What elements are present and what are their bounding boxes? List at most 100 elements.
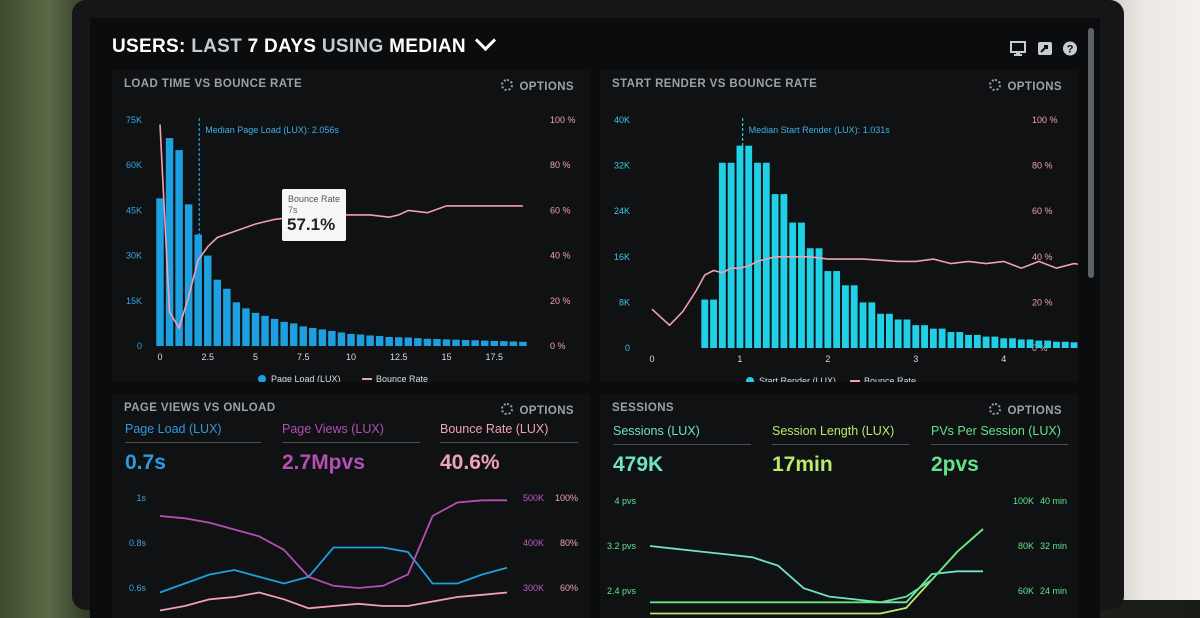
chart-bar xyxy=(375,336,384,346)
dashboard-header: USERS: LAST 7 DAYS USING MEDIAN ? xyxy=(90,18,1100,70)
panel-title: PAGE VIEWS VS ONLOAD xyxy=(124,402,276,414)
y-tick-label: 0.6s xyxy=(129,583,147,593)
y3-tick-label: 24 min xyxy=(1040,586,1067,596)
y2-tick-label: 80 % xyxy=(550,160,571,170)
chart-bar xyxy=(710,299,717,348)
x-tick-label: 7.5 xyxy=(297,352,310,362)
chart-bar xyxy=(289,323,298,346)
metric-page-views[interactable]: Page Views (LUX) 2.7Mpvs xyxy=(282,422,420,475)
chart-bar xyxy=(1061,341,1069,348)
metric-bounce-rate[interactable]: Bounce Rate (LUX) 40.6% xyxy=(440,422,578,475)
chart-bar xyxy=(165,138,174,346)
metric-pvs-per-session[interactable]: PVs Per Session (LUX) 2pvs xyxy=(931,424,1068,477)
metric-page-load[interactable]: Page Load (LUX) 0.7s xyxy=(125,422,261,475)
chart-bar xyxy=(1035,340,1043,348)
y-tick-label: 0 xyxy=(137,341,142,351)
chart-bar xyxy=(442,339,451,346)
chart-bar xyxy=(519,341,527,346)
y3-tick-label: 100% xyxy=(555,493,578,503)
metric-session-length[interactable]: Session Length (LUX) 17min xyxy=(772,424,910,477)
panel-load-time: LOAD TIME VS BOUNCE RATE OPTIONS 75K 60K 4… xyxy=(112,70,590,382)
share-icon[interactable] xyxy=(1037,41,1053,56)
x-tick-label: 4 xyxy=(1001,354,1006,364)
chart-bar xyxy=(414,338,422,346)
y-tick-label: 2.4 pvs xyxy=(607,586,637,596)
chart-bar xyxy=(480,340,489,346)
chevron-down-icon[interactable] xyxy=(474,29,496,52)
metric-value: 17min xyxy=(772,453,833,476)
options-button[interactable]: OPTIONS xyxy=(989,78,1062,93)
metric-label: Page Load (LUX) xyxy=(125,422,261,443)
chart-bar xyxy=(894,319,902,348)
chart-bar xyxy=(718,162,726,348)
chart-bar xyxy=(745,145,753,348)
series-line xyxy=(650,528,984,604)
chart-bar xyxy=(991,336,999,348)
metric-value: 40.6% xyxy=(440,451,500,474)
monitor-icon[interactable] xyxy=(1010,41,1026,56)
title-users: USERS: xyxy=(112,36,186,57)
y2-tick-label: 500K xyxy=(523,493,544,503)
chart-bar xyxy=(921,325,928,348)
chart-bar xyxy=(299,326,307,346)
y-tick-label: 40K xyxy=(614,115,630,125)
chart-bar xyxy=(727,162,735,348)
y2-tick-label: 100 % xyxy=(550,115,576,125)
panel-title: SESSIONS xyxy=(612,402,674,414)
chart-bar xyxy=(318,329,327,346)
chart-bar xyxy=(404,337,413,346)
y-tick-label: 8K xyxy=(619,297,630,307)
title-last: LAST xyxy=(191,36,242,57)
chart-bar xyxy=(903,319,911,348)
panel-page-views: PAGE VIEWS VS ONLOAD OPTIONS Page Load (… xyxy=(112,394,590,618)
tooltip-x: 7s xyxy=(288,205,298,215)
chart-bar xyxy=(929,328,937,348)
series-line xyxy=(159,499,507,589)
chart-bar xyxy=(251,312,260,346)
chart-bar xyxy=(859,302,867,348)
chart-bar xyxy=(806,248,814,348)
metric-sessions[interactable]: Sessions (LUX) 479K xyxy=(613,424,751,477)
chart-bar xyxy=(780,194,788,348)
options-button[interactable]: OPTIONS xyxy=(501,402,574,417)
chart-bar xyxy=(261,315,269,346)
sessions-chart: 4 pvs 3.2 pvs 2.4 pvs 100K 80K 60K 40 min 32 mi… xyxy=(607,496,1067,615)
metric-label: Session Length (LUX) xyxy=(772,424,910,445)
chart-bar xyxy=(184,204,193,346)
chart-bar xyxy=(1017,339,1025,348)
chart-bar xyxy=(912,325,920,348)
y-tick-label: 45K xyxy=(126,205,142,215)
x-tick-label: 5 xyxy=(253,352,258,362)
chart-bar xyxy=(938,328,946,348)
dashboard-title[interactable]: USERS: LAST 7 DAYS USING MEDIAN xyxy=(112,29,496,58)
help-icon[interactable]: ? xyxy=(1062,41,1078,56)
y2-tick-label: 60 % xyxy=(550,205,571,215)
legend-label: Bounce Rate xyxy=(864,376,916,382)
scrollbar[interactable] xyxy=(1088,28,1094,278)
y-tick-label: 3.2 pvs xyxy=(607,541,637,551)
x-tick-label: 2 xyxy=(825,354,830,364)
y2-tick-label: 20 % xyxy=(550,296,571,306)
options-button[interactable]: OPTIONS xyxy=(989,402,1062,417)
title-days: 7 DAYS xyxy=(247,36,317,57)
metric-value: 479K xyxy=(613,453,664,476)
chart-bar xyxy=(885,313,893,348)
chart-bar xyxy=(982,336,990,348)
metric-label: Bounce Rate (LUX) xyxy=(440,422,578,443)
y-tick-label: 4 pvs xyxy=(614,496,636,506)
chart-bar xyxy=(824,271,832,348)
options-button[interactable]: OPTIONS xyxy=(501,78,574,93)
y2-tick-label: 300K xyxy=(523,583,544,593)
y2-tick-label: 60K xyxy=(1018,586,1034,596)
y-tick-label: 15K xyxy=(126,296,142,306)
panel-sessions: SESSIONS OPTIONS Sessions (LUX) 479K Ses… xyxy=(600,394,1078,618)
chart-bar xyxy=(509,341,518,346)
series-line xyxy=(650,528,984,615)
y-tick-label: 0.8s xyxy=(129,538,147,548)
chart-bar xyxy=(385,336,393,346)
metric-label: Sessions (LUX) xyxy=(613,424,751,445)
chart-bar xyxy=(232,302,241,346)
y2-tick-label: 400K xyxy=(523,538,544,548)
y-tick-label: 1s xyxy=(136,493,146,503)
